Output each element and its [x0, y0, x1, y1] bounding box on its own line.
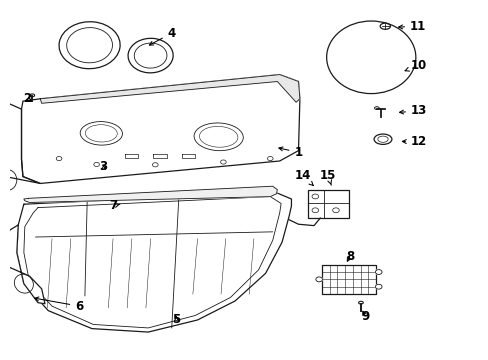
- Text: 13: 13: [399, 104, 427, 117]
- Text: 14: 14: [294, 169, 313, 185]
- Polygon shape: [24, 186, 277, 202]
- Circle shape: [375, 270, 381, 274]
- Text: 5: 5: [172, 314, 180, 327]
- Polygon shape: [5, 225, 45, 304]
- Polygon shape: [17, 192, 291, 332]
- Text: 2: 2: [23, 92, 32, 105]
- Text: 3: 3: [100, 160, 107, 173]
- Text: 1: 1: [278, 146, 302, 159]
- Polygon shape: [3, 104, 40, 184]
- Text: 9: 9: [361, 310, 369, 323]
- Polygon shape: [40, 75, 299, 103]
- Text: 8: 8: [346, 249, 353, 262]
- Text: 6: 6: [35, 297, 83, 312]
- Circle shape: [315, 277, 322, 282]
- Bar: [307, 190, 348, 218]
- Text: 10: 10: [404, 59, 427, 72]
- Text: 15: 15: [319, 169, 336, 185]
- Bar: [321, 265, 375, 294]
- Text: 4: 4: [149, 27, 176, 45]
- Text: 12: 12: [402, 135, 427, 148]
- Circle shape: [375, 284, 381, 289]
- Polygon shape: [21, 75, 299, 184]
- Text: 7: 7: [109, 199, 120, 212]
- Text: 11: 11: [398, 20, 426, 33]
